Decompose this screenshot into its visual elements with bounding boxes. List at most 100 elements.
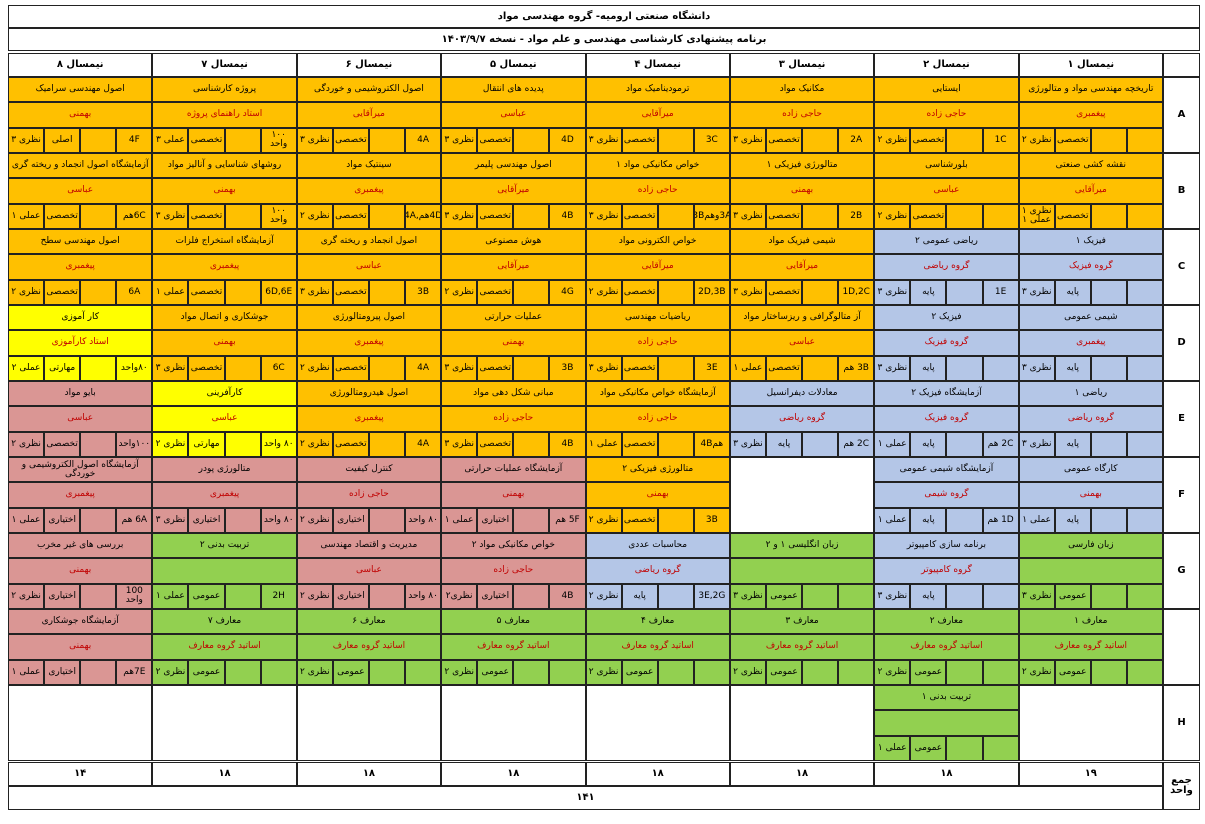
course-nature: نظری ۳	[441, 127, 478, 153]
course-teacher: بهمنی	[441, 330, 586, 356]
course-category: تخصصی	[621, 431, 658, 457]
course-teacher: گروه ریاضی	[585, 558, 730, 584]
course-prereq: 2C هم	[982, 431, 1019, 457]
course-blank	[368, 431, 406, 457]
course-nature: عملی ۱	[8, 507, 45, 533]
course-blank	[946, 127, 983, 153]
course-prereq	[982, 659, 1019, 685]
course-category: تخصصی	[910, 203, 947, 229]
course-teacher: حاجی زاده	[585, 330, 730, 356]
course-teacher: بهمنی	[152, 330, 297, 356]
course-prereq	[982, 583, 1019, 609]
corner-cell	[1163, 53, 1200, 77]
course-teacher: عباسی	[441, 102, 586, 128]
course-blank	[224, 659, 261, 685]
course-blank	[946, 507, 983, 533]
course-blank	[368, 127, 406, 153]
course-nature: نظری ۳	[874, 583, 911, 609]
course-prereq: 4A	[405, 431, 442, 457]
course-name: ترمودینامیک مواد	[585, 77, 730, 103]
course-prereq	[1126, 431, 1163, 457]
course-name: مکانیک مواد	[729, 77, 875, 103]
course-nature: عملی ۲	[8, 355, 45, 381]
course-blank	[224, 507, 261, 533]
course-name: معارف ۶	[296, 609, 442, 635]
row-label: E	[1163, 381, 1200, 457]
course-nature: نظری ۲	[152, 659, 189, 685]
course-category: تخصصی	[332, 279, 369, 305]
course-nature: نظری ۲	[874, 127, 911, 153]
semester-header: نیمسال ۴	[585, 53, 730, 77]
empty-cell	[729, 457, 875, 533]
course-category: تخصصی	[188, 203, 225, 229]
course-blank	[946, 735, 983, 761]
semester-total: ۱۸	[296, 762, 442, 786]
course-category: تخصصی	[44, 431, 81, 457]
course-prereq: ۸۰ واحد	[260, 431, 297, 457]
course-name: آزمایشگاه اصول انجماد و ریخته گری	[8, 153, 153, 179]
semester-total: ۱۸	[441, 762, 586, 786]
course-teacher: اساتید گروه معارف	[296, 634, 442, 660]
course-teacher: بهمنی	[441, 482, 586, 508]
course-blank	[513, 203, 550, 229]
course-category: تخصصی	[332, 203, 369, 229]
course-blank	[80, 203, 117, 229]
course-name: تربیت بدنی ۱	[874, 685, 1019, 711]
course-name: خواص مکانیکی مواد ۲	[441, 533, 586, 559]
course-name: آزمایشگاه خواص مکانیکی مواد	[585, 381, 730, 407]
course-blank	[802, 279, 839, 305]
course-category: عمومی	[910, 735, 947, 761]
course-nature: نظری ۲	[729, 659, 766, 685]
course-category: تخصصی	[477, 355, 514, 381]
course-prereq	[1126, 507, 1163, 533]
course-prereq: ۸۰ واحد	[405, 507, 442, 533]
course-name: آزمایشگاه استخراج فلزات	[152, 229, 297, 255]
course-nature: نظری ۳	[1018, 431, 1055, 457]
course-name: هوش مصنوعی	[441, 229, 586, 255]
course-nature: نظری ۳	[585, 355, 622, 381]
course-blank	[513, 355, 550, 381]
course-prereq: ۸۰واحد	[116, 355, 153, 381]
course-nature: نظری ۲	[8, 431, 45, 457]
course-teacher: پیغمبری	[152, 482, 297, 508]
semester-header: نیمسال ۵	[441, 53, 586, 77]
course-teacher: استاد راهنمای پروژه	[152, 102, 297, 128]
course-nature: نظری ۳	[729, 279, 766, 305]
course-category: پایه	[1054, 279, 1091, 305]
course-prereq	[1126, 355, 1163, 381]
course-category: عمومی	[188, 583, 225, 609]
course-name: ریاضیات مهندسی	[585, 305, 730, 331]
row-label: G	[1163, 533, 1200, 609]
course-blank	[802, 355, 839, 381]
course-blank	[513, 279, 550, 305]
course-teacher: حاجی زاده	[585, 178, 730, 204]
course-blank	[946, 279, 983, 305]
course-prereq	[405, 659, 442, 685]
course-nature: نظری ۳	[874, 279, 911, 305]
course-prereq: 4B	[549, 431, 586, 457]
course-category: عمومی	[765, 583, 803, 609]
course-name: اصول مهندسی پلیمر	[441, 153, 586, 179]
semester-header: نیمسال ۸	[8, 53, 153, 77]
course-prereq: 4B	[549, 583, 586, 609]
course-blank	[224, 203, 261, 229]
course-category: تخصصی	[910, 127, 947, 153]
course-name: اصول مهندسی سطح	[8, 229, 153, 255]
course-category: اختیاری	[44, 507, 81, 533]
course-blank	[224, 583, 261, 609]
semester-total: ۱۸	[152, 762, 297, 786]
course-name: معارف ۴	[585, 609, 730, 635]
course-category: پایه	[910, 431, 947, 457]
course-category: پایه	[910, 507, 947, 533]
course-category: تخصصی	[621, 355, 658, 381]
course-teacher: میرآقایی	[729, 254, 875, 280]
course-blank	[946, 583, 983, 609]
course-category: پایه	[1054, 355, 1091, 381]
course-nature: عملی ۱	[585, 431, 622, 457]
course-nature: عملی ۳	[152, 127, 189, 153]
course-category: مهارتی	[44, 355, 81, 381]
course-prereq: 7Eهم	[116, 659, 153, 685]
course-nature: نظری ۳	[441, 355, 478, 381]
course-category: اختیاری	[332, 507, 369, 533]
course-teacher: اساتید گروه معارف	[1018, 634, 1163, 660]
